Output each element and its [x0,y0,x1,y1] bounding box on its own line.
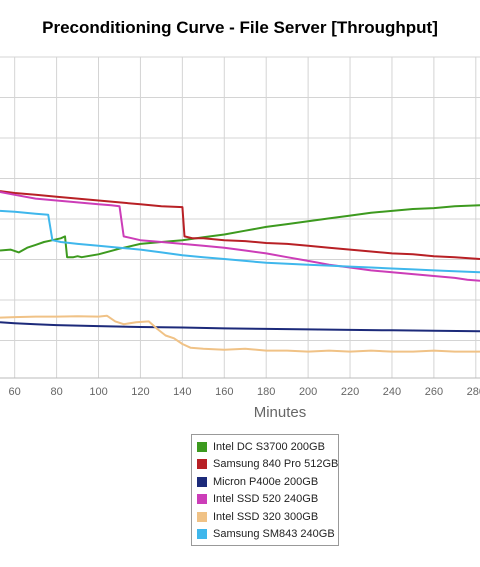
x-tick-label: 260 [425,386,443,398]
x-tick-label: 160 [215,386,233,398]
legend-swatch [197,459,207,470]
legend-label: Micron P400e 200GB [213,475,319,488]
legend-label: Intel SSD 520 240GB [213,493,319,506]
x-tick-label: 60 [9,386,21,398]
x-tick-label: 220 [341,386,359,398]
chart-title: Preconditioning Curve - File Server [Thr… [42,18,438,37]
x-tick-label: 80 [50,386,62,398]
legend-item: Intel SSD 320 300GB [197,508,338,526]
x-tick-label: 140 [173,386,191,398]
x-tick-label: 280 [467,386,480,398]
legend-swatch [197,476,207,487]
legend-item: Intel SSD 520 240GB [197,491,338,509]
legend-item: Intel DC S3700 200GB [197,438,338,456]
legend: Intel DC S3700 200GB Samsung 840 Pro 512G… [191,434,339,546]
legend-label: Samsung SM843 240GB [213,528,335,541]
grid [0,56,480,379]
x-tick-label: 120 [131,386,149,398]
series-line-3 [0,321,480,333]
legend-item: Samsung 840 Pro 512GB [197,456,338,474]
x-tick-label: 100 [89,386,107,398]
legend-swatch [197,494,207,505]
series-line-4 [0,191,480,282]
series-lines [0,190,480,353]
legend-label: Intel SSD 320 300GB [213,510,319,523]
x-tick-label: 240 [383,386,401,398]
legend-swatch [197,441,207,452]
legend-swatch [197,529,207,540]
legend-label: Intel DC S3700 200GB [213,440,325,453]
series-line-2 [0,190,480,260]
series-line-1 [0,204,480,259]
series-line-5 [0,314,480,353]
x-tick-label: 180 [257,386,275,398]
legend-item: Samsung SM843 240GB [197,526,338,544]
legend-swatch [197,511,207,522]
series-line-6 [0,209,480,274]
x-tick-labels: 60 80 100 120 140 160 180 200 220 240 260 280 [9,386,480,398]
legend-label: Samsung 840 Pro 512GB [213,458,339,471]
legend-item: Micron P400e 200GB [197,473,338,491]
x-axis-label: Minutes [253,404,307,421]
x-tick-label: 200 [299,386,317,398]
